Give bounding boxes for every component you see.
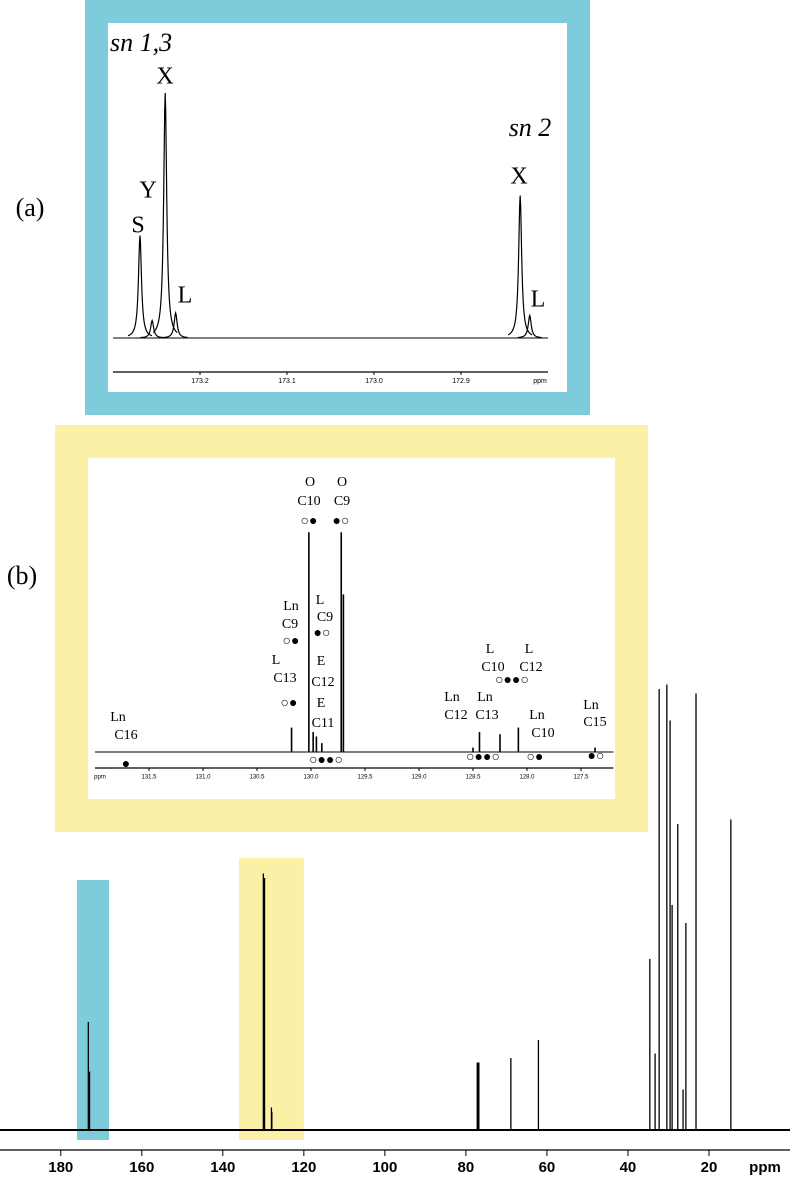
x-axis-label: ppm: [749, 1159, 781, 1176]
annotation: C10: [297, 494, 320, 509]
annotation: ●○: [333, 514, 350, 529]
x-tick-label: 129.5: [357, 775, 373, 781]
peak-label: L: [531, 287, 546, 313]
x-tick-label: 60: [539, 1159, 556, 1176]
peak: [517, 313, 542, 339]
x-tick-label: 173.0: [365, 378, 383, 385]
annotation: C13: [273, 671, 296, 686]
annotation: L: [272, 653, 281, 668]
x-tick-label: 120: [291, 1159, 316, 1176]
annotation: sn 1,3: [110, 28, 172, 57]
annotation: Ln: [110, 710, 126, 725]
inset-frame: [55, 425, 648, 832]
annotation: ●: [122, 757, 130, 772]
x-tick-label: 173.1: [278, 378, 296, 385]
annotation: ●○: [314, 626, 331, 641]
annotation: Ln: [583, 698, 599, 713]
annotation: E: [317, 654, 326, 669]
annotation: C9: [317, 610, 333, 625]
x-tick-label: 131.5: [141, 775, 157, 781]
peak-label: L: [178, 283, 193, 309]
annotation: Ln: [444, 690, 460, 705]
peak-label: S: [131, 213, 144, 239]
annotation: C12: [444, 708, 467, 723]
peak: [127, 235, 153, 337]
annotation: L: [486, 642, 495, 657]
annotation: E: [317, 696, 326, 711]
annotation: ○●●○: [309, 753, 343, 768]
x-axis-label: ppm: [533, 378, 547, 385]
x-tick-label: 131.0: [195, 775, 211, 781]
annotation: ○●: [527, 750, 544, 765]
annotation: C11: [312, 716, 335, 731]
x-tick-label: 128.5: [465, 775, 481, 781]
annotation: ○●: [301, 514, 318, 529]
x-tick-label: 80: [458, 1159, 475, 1176]
x-tick-label: 129.0: [411, 775, 427, 781]
annotation: O: [337, 475, 347, 490]
x-tick-label: 40: [620, 1159, 637, 1176]
highlight-region: [239, 858, 304, 1140]
peak-label: X: [156, 64, 173, 90]
annotation: C12: [311, 675, 334, 690]
panel-label: (b): [7, 561, 37, 590]
x-tick-label: 100: [372, 1159, 397, 1176]
annotation: C12: [519, 660, 542, 675]
x-tick-label: 130.0: [303, 775, 319, 781]
annotation: ○●: [281, 696, 298, 711]
peak: [507, 195, 533, 336]
peak-label: Y: [139, 178, 156, 204]
annotation: O: [305, 475, 315, 490]
x-tick-label: 172.9: [452, 378, 470, 385]
annotation: C10: [531, 726, 554, 741]
annotation: Ln: [283, 599, 299, 614]
x-tick-label: 160: [129, 1159, 154, 1176]
annotation: C9: [282, 617, 298, 632]
annotation: sn 2: [509, 113, 552, 142]
highlight-region: [76, 880, 109, 1140]
annotation: ●○: [588, 749, 605, 764]
annotation: Ln: [477, 690, 493, 705]
x-tick-label: 127.5: [573, 775, 589, 781]
x-tick-label: 180: [48, 1159, 73, 1176]
peak-label: X: [510, 164, 527, 190]
annotation: C10: [481, 660, 504, 675]
annotation: L: [525, 642, 534, 657]
x-tick-label: 140: [210, 1159, 235, 1176]
x-tick-label: 20: [701, 1159, 718, 1176]
panel-label: (a): [16, 193, 45, 222]
annotation: ○●●○: [495, 673, 529, 688]
peak: [140, 318, 165, 339]
annotation: Ln: [529, 708, 545, 723]
annotation: L: [316, 593, 325, 608]
peak: [163, 310, 188, 339]
annotation: ○●●○: [466, 750, 500, 765]
annotation: ○●: [283, 634, 300, 649]
x-tick-label: 130.5: [249, 775, 265, 781]
x-axis-label: ppm: [94, 775, 106, 781]
annotation: C15: [583, 715, 606, 730]
annotation: C16: [114, 728, 137, 743]
x-tick-label: 128.0: [519, 775, 535, 781]
annotation: C13: [475, 708, 498, 723]
x-tick-label: 173.2: [191, 378, 209, 385]
annotation: C9: [334, 494, 350, 509]
